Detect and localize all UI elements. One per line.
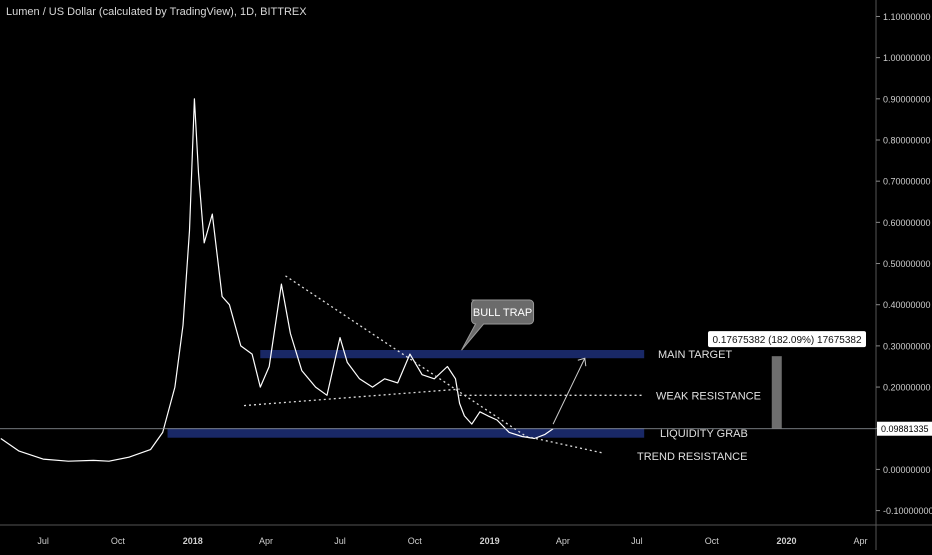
annotation-weak-resistance: WEAK RESISTANCE — [656, 390, 761, 402]
zone-band — [260, 350, 645, 359]
measure-label-box — [708, 331, 866, 348]
price-line — [0, 98, 554, 462]
y-tick-label: 0.50000000 — [883, 259, 931, 269]
y-tick-label: 1.00000000 — [883, 53, 931, 63]
x-tick-label: Oct — [111, 536, 126, 546]
projection-arrow-head — [577, 357, 587, 367]
bull-trap-callout — [461, 299, 535, 351]
y-tick-label: 0.80000000 — [883, 136, 931, 146]
x-tick-label: 2020 — [777, 536, 797, 546]
trend-resistance-line — [285, 275, 527, 438]
chart-title: Lumen / US Dollar (calculated by Trading… — [6, 6, 307, 18]
y-tick-label: 0.00000000 — [883, 465, 931, 475]
y-tick-label: 0.60000000 — [883, 218, 931, 228]
annotation-main-target: MAIN TARGET — [658, 349, 732, 361]
x-tick-label: Apr — [259, 536, 273, 546]
x-tick-label: 2019 — [480, 536, 500, 546]
measure-bar — [771, 356, 782, 429]
x-tick-label: Jul — [37, 536, 49, 546]
y-tick-label: 0.40000000 — [883, 300, 931, 310]
current-price-box — [877, 421, 932, 436]
annotation-liquidity-grab: LIQUIDITY GRAB — [660, 428, 748, 440]
x-tick-label: Oct — [705, 536, 720, 546]
annotation-trend-resistance: TREND RESISTANCE — [637, 451, 747, 463]
support-line — [243, 388, 460, 407]
current-price-label: 0.09881335 — [881, 424, 929, 434]
x-tick-label: 2018 — [183, 536, 203, 546]
x-tick-label: Oct — [408, 536, 423, 546]
projection-arrow — [552, 358, 586, 425]
y-tick-label: -0.10000000 — [883, 506, 932, 516]
y-tick-label: 0.20000000 — [883, 383, 931, 393]
trend-resistance-extension — [526, 435, 603, 454]
x-tick-label: Apr — [854, 536, 868, 546]
y-tick-label: 0.90000000 — [883, 94, 931, 104]
y-tick-label: 0.70000000 — [883, 177, 931, 187]
y-tick-label: 0.30000000 — [883, 341, 931, 351]
x-tick-label: Apr — [556, 536, 570, 546]
x-tick-label: Jul — [631, 536, 643, 546]
annotation-bull-trap: BULL TRAP — [473, 307, 532, 319]
measure-label: 0.17675382 (182.09%) 17675382 — [712, 335, 861, 346]
zone-band — [167, 428, 645, 438]
y-tick-label: 1.10000000 — [883, 12, 931, 22]
x-tick-label: Jul — [334, 536, 346, 546]
